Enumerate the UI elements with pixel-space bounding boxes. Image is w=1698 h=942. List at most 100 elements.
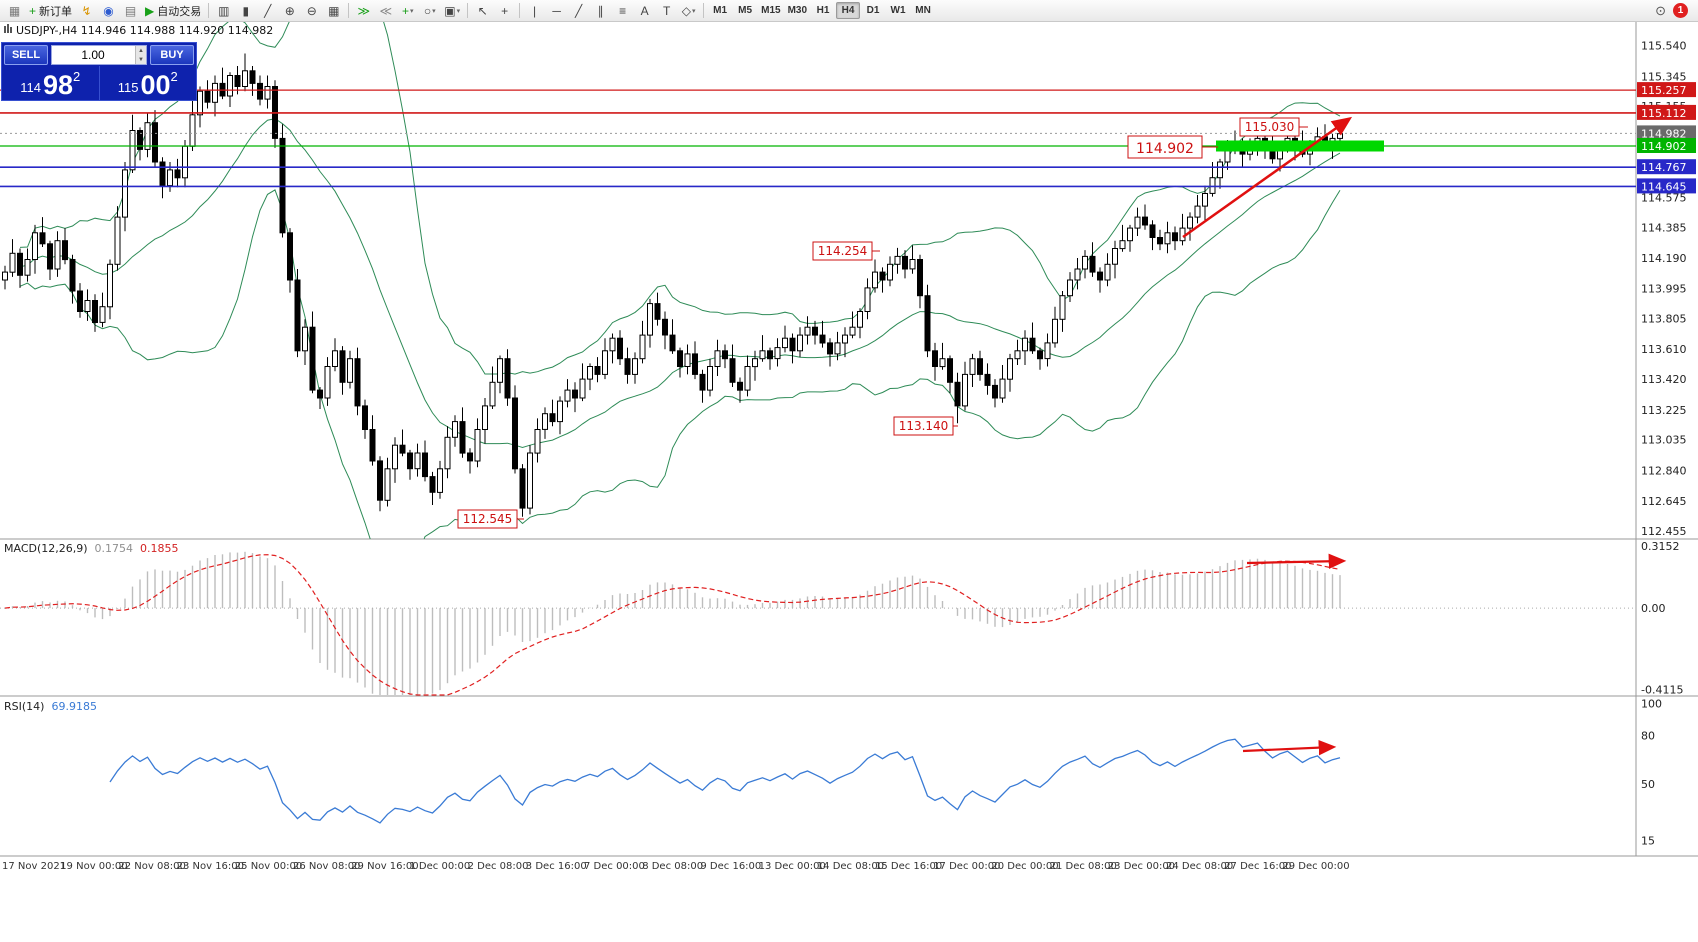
vertical-line-icon: | [533,3,537,18]
time-axis-label: 17 Dec 00:00 [933,861,1000,872]
candle-body [692,353,698,375]
channel-button[interactable]: ∥ [590,1,611,20]
new-order-button[interactable]: + 新订单 [26,1,75,20]
candle-body [542,413,548,430]
auto-scroll-button[interactable]: ≫ [353,1,374,20]
candle-body [24,259,31,276]
candlestick-chart-button[interactable]: ▮ [235,1,256,20]
lot-increase-button[interactable]: ▲ [138,47,144,54]
notification-badge[interactable]: 1 [1673,3,1688,18]
chart-shift-icon: ≪ [379,3,393,18]
chart-shift-button[interactable]: ≪ [375,1,396,20]
candle-body [444,436,451,470]
horizontal-line-button[interactable]: ─ [546,1,567,20]
lot-size-input[interactable] [52,46,134,64]
timeframe-m5-button[interactable]: M5 [738,5,753,16]
crosshair-button[interactable]: + [494,1,515,20]
quotes-button[interactable]: ↯ [76,1,97,20]
candle-body [902,255,908,270]
sell-price[interactable]: 114 98 2 [2,66,99,100]
timeframe-mn-button[interactable]: MN [915,5,931,16]
candle-body [932,350,938,367]
fibonacci-button[interactable]: ≡ [612,1,633,20]
candle-body [407,452,413,470]
macd-arrow[interactable] [1246,553,1347,569]
bar-chart-button[interactable]: ▥ [213,1,234,20]
price-tick-label: 114.385 [1641,221,1687,234]
candle-body [174,169,181,179]
period-button[interactable]: ○ ▾ [419,1,440,20]
macd-tick-label: -0.4115 [1641,683,1683,696]
candle-body [189,114,196,147]
buy-price[interactable]: 115 00 2 [100,66,197,100]
lot-decrease-button[interactable]: ▼ [138,56,144,63]
price-annotation-box[interactable] [1127,135,1203,159]
candle-body [309,326,316,391]
label-button[interactable]: T [656,1,677,20]
macd-pane[interactable] [0,551,1636,696]
price-tick-label: 114.575 [1641,191,1687,204]
time-axis-label: 19 Nov 00:00 [60,861,127,872]
candle-body [699,373,706,391]
trend-arrow[interactable] [1182,116,1353,239]
zoom-in-button[interactable]: ⊕ [279,1,300,20]
vertical-line-button[interactable]: | [524,1,545,20]
template-button[interactable]: ▣ ▾ [441,1,463,20]
timeframe-d1-button[interactable]: D1 [866,5,880,16]
time-axis-label: 23 Nov 16:00 [177,861,244,872]
rsi-pane[interactable] [109,738,1341,824]
main-price-pane[interactable]: 114.902 115.030 114.254 113.140 112.545 [0,22,1636,585]
price-annotation-box[interactable] [1239,117,1300,137]
candle-body [99,306,106,323]
candle-body [527,452,533,509]
tile-windows-icon: ▦ [328,3,340,18]
candle-body [557,400,563,423]
candle-body [414,452,421,470]
line-chart-button[interactable]: ╱ [257,1,278,20]
timeframe-w1-button[interactable]: W1 [890,5,906,16]
add-indicator-button[interactable]: + ▾ [397,1,418,20]
candle-body [879,271,886,281]
new-chart-button[interactable]: ▦ [4,1,25,20]
candle-body [602,350,608,375]
shapes-button[interactable]: ◇ ▾ [678,1,699,20]
timeframe-m1-button[interactable]: M1 [713,5,728,16]
candle-body [729,358,736,383]
text-button[interactable]: A [634,1,655,20]
candle-body [849,326,856,336]
line-chart-icon: ╱ [264,3,272,18]
market-watch-button[interactable]: ◉ [98,1,119,20]
price-annotation-box[interactable] [893,416,954,436]
label-icon: T [662,3,671,18]
candle-body [887,263,893,281]
time-axis-label: 14 Dec 08:00 [817,861,884,872]
candle-body [662,318,668,336]
sell-button[interactable]: SELL [4,45,48,65]
cursor-button[interactable]: ↖ [472,1,493,20]
price-badge-label: 115.112 [1641,107,1687,120]
template-icon: ▣ [444,3,456,18]
support-zone[interactable] [1216,140,1384,152]
timeframe-m15-button[interactable]: M15 [761,5,781,16]
search-icon[interactable]: ⊙ [1655,2,1666,18]
rsi-tick-label: 80 [1641,730,1655,743]
terminal-button[interactable]: ▤ [120,1,141,20]
zoom-in-icon: ⊕ [284,3,295,18]
trade-prices-row: 114 98 2 115 00 2 [2,66,196,100]
price-annotation-box[interactable] [812,241,873,261]
chart-canvas[interactable]: 114.902 115.030 114.254 113.140 112.545 115.… [0,22,1698,875]
timeframe-h1-button[interactable]: H1 [816,5,830,16]
price-annotation-box[interactable] [457,509,518,529]
candle-body [474,429,481,462]
candle-body [999,378,1006,399]
zoom-out-button[interactable]: ⊖ [301,1,322,20]
rsi-arrow[interactable] [1242,739,1337,756]
auto-trading-button[interactable]: ▶ 自动交易 [142,1,204,20]
timeframe-h4-button[interactable]: H4 [836,2,861,19]
trendline-button[interactable]: ╱ [568,1,589,20]
candle-body [257,82,263,100]
timeframe-m30-button[interactable]: M30 [787,5,808,16]
price-tick-label: 115.345 [1641,70,1687,83]
buy-button[interactable]: BUY [150,45,194,65]
tile-windows-button[interactable]: ▦ [323,1,344,20]
